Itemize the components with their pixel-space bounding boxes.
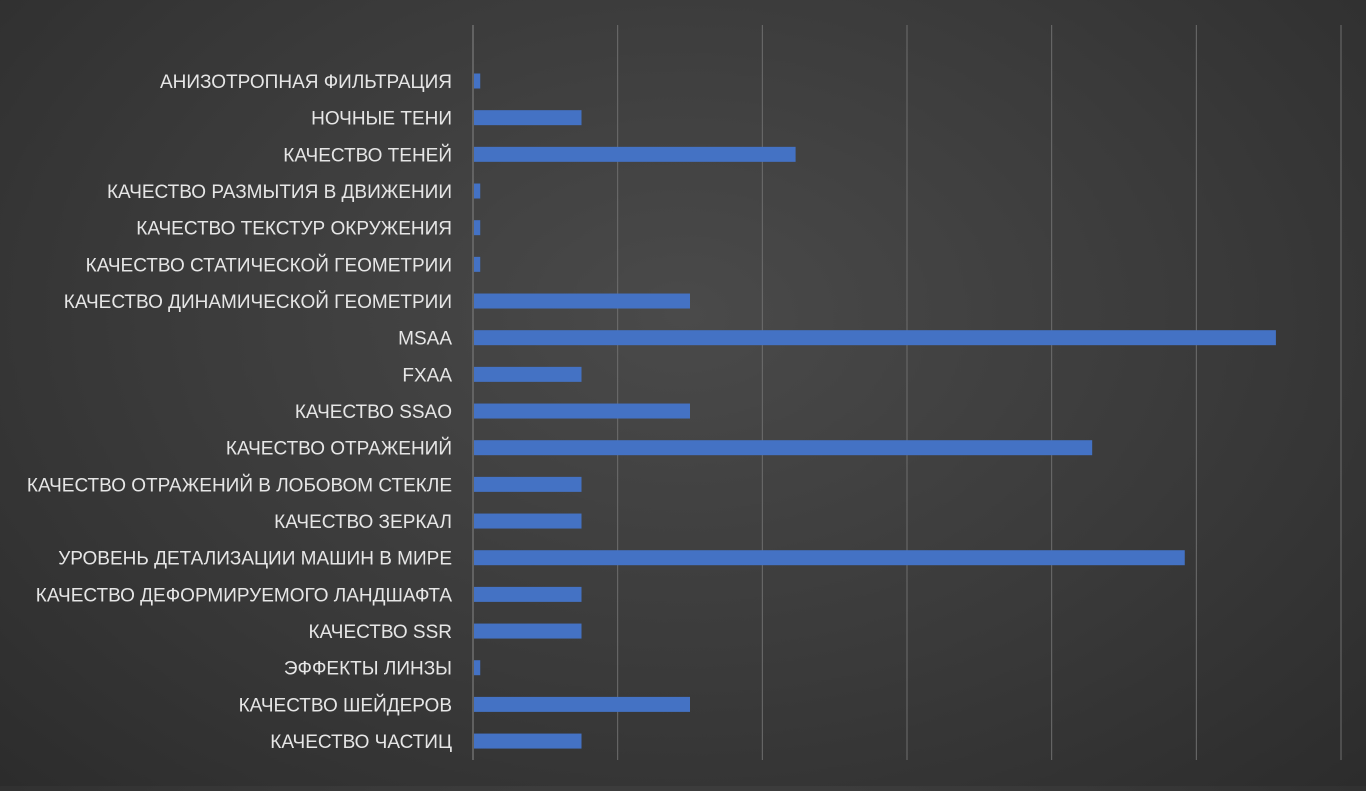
bar [474,256,481,272]
category-label: НОЧНЫЕ ТЕНИ [311,109,452,130]
bar [474,366,582,382]
bar [474,733,582,749]
bar [474,110,582,126]
gridlines [472,25,1342,760]
bar [474,623,582,639]
bar [474,586,582,602]
category-label: УРОВЕНЬ ДЕТАЛИЗАЦИИ МАШИН В МИРЕ [58,549,452,570]
category-label: КАЧЕСТВО SSAO [295,402,452,423]
bar [474,330,1276,346]
bar [474,146,796,162]
category-label: КАЧЕСТВО РАЗМЫТИЯ В ДВИЖЕНИИ [107,182,452,203]
bar [474,440,1093,456]
bars [474,73,1276,749]
bar [474,183,481,199]
category-label: MSAA [398,329,452,350]
bar [474,660,481,676]
bar [474,293,690,309]
category-label: КАЧЕСТВО СТАТИЧЕСКОЙ ГЕОМЕТРИИ [86,254,452,276]
category-label: КАЧЕСТВО ТЕКСТУР ОКРУЖЕНИЯ [136,219,452,240]
bar [474,476,582,492]
bar [474,403,690,419]
bar [474,696,690,712]
category-label: КАЧЕСТВО ТЕНЕЙ [283,144,452,166]
bar [474,513,582,529]
category-label: КАЧЕСТВО ОТРАЖЕНИЙ [226,438,452,460]
category-label: КАЧЕСТВО ЧАСТИЦ [270,732,452,753]
category-label: ЭФФЕКТЫ ЛИНЗЫ [284,659,452,680]
category-label: КАЧЕСТВО ДИНАМИЧЕСКОЙ ГЕОМЕТРИИ [64,291,452,313]
category-label: КАЧЕСТВО ЗЕРКАЛ [274,512,452,533]
category-labels: АНИЗОТРОПНАЯ ФИЛЬТРАЦИЯ НОЧНЫЕ ТЕНИ КАЧЕСТ… [27,72,452,753]
bar [474,73,481,89]
category-label: КАЧЕСТВО SSR [309,622,452,643]
category-label: FXAA [402,365,452,386]
category-label: КАЧЕСТВО ДЕФОРМИРУЕМОГО ЛАНДШАФТА [36,585,453,606]
category-label: КАЧЕСТВО ШЕЙДЕРОВ [239,694,452,716]
bar [474,550,1185,566]
bar [474,220,481,236]
category-label: АНИЗОТРОПНАЯ ФИЛЬТРАЦИЯ [160,72,452,93]
category-label: КАЧЕСТВО ОТРАЖЕНИЙ В ЛОБОВОМ СТЕКЛЕ [27,474,452,496]
